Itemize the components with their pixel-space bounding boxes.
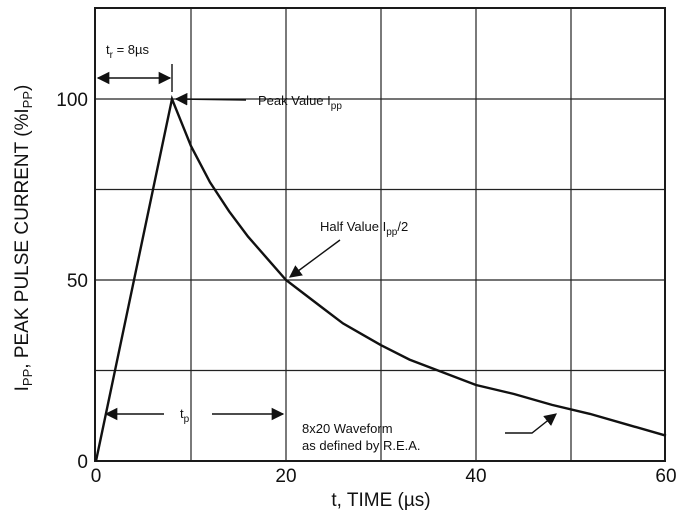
tick-labels: 0 20 40 60 0 50 100 [56,90,676,487]
rise-time-label: tr = 8µs [106,42,150,61]
x-tick-label-60: 60 [655,466,676,487]
tp-label: tp [180,406,190,425]
series-line-0 [94,94,667,462]
x-axis-title: t, TIME (µs) [331,490,430,511]
y-tick-label-0: 0 [77,452,88,473]
waveform-note-line2: as defined by R.E.A. [302,438,421,453]
x-tick-label-0: 0 [91,466,102,487]
waveform-note-line1: 8x20 Waveform [302,421,393,436]
half-value-arrow [288,239,341,278]
y-tick-label-100: 100 [56,90,88,111]
peak-value-label: Peak Value Ipp [258,93,342,112]
y-tick-label-50: 50 [67,271,88,292]
annotations-layer: tr = 8µs Peak Value Ipp Half Value Ipp/2 tp… [96,42,557,453]
half-value-label: Half Value Ipp/2 [320,219,408,238]
plot-frame [94,7,666,462]
plot-border [94,7,666,462]
gridlines [95,8,665,461]
y-axis-title: IPP, PEAK PULSE CURRENT (%IPP) [12,85,35,392]
x-tick-label-40: 40 [465,466,486,487]
series-layer [94,94,667,462]
waveform-note-arrow [505,413,557,434]
x-tick-label-20: 20 [275,466,296,487]
peak-arrow [174,92,247,106]
